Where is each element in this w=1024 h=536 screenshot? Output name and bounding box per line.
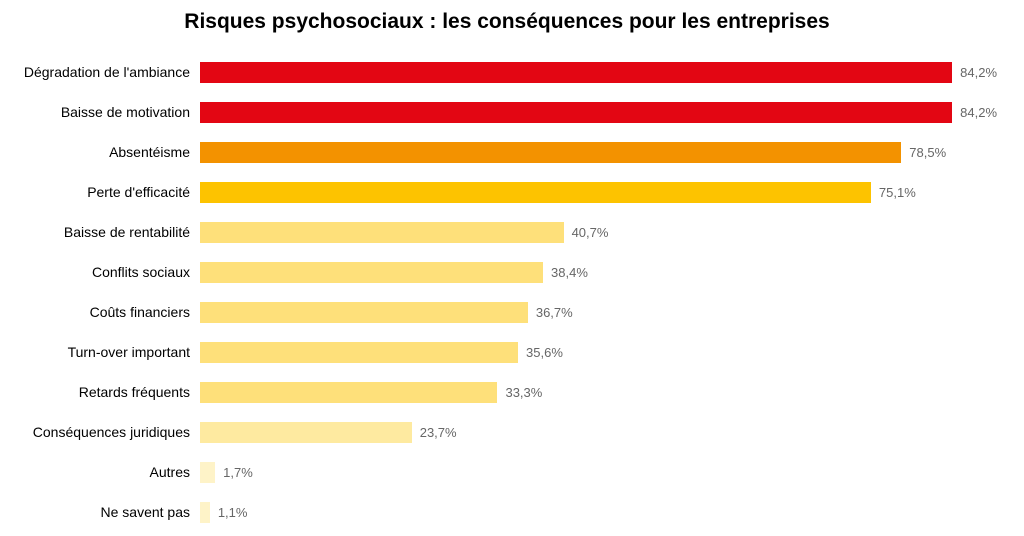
bar-label: Turn-over important bbox=[10, 344, 200, 360]
bar-value: 35,6% bbox=[526, 345, 563, 360]
bar-value: 84,2% bbox=[960, 65, 997, 80]
bar-row: Conflits sociaux 38,4% bbox=[10, 252, 1004, 292]
bar-track: 1,7% bbox=[200, 452, 1004, 492]
bar-row: Perte d'efficacité 75,1% bbox=[10, 172, 1004, 212]
bar-row: Baisse de motivation 84,2% bbox=[10, 92, 1004, 132]
bar-value: 1,7% bbox=[223, 465, 253, 480]
chart-body: Dégradation de l'ambiance84,2%Baisse de … bbox=[10, 52, 1004, 532]
bar-track: 38,4% bbox=[200, 252, 1004, 292]
bar-row: Baisse de rentabilité 40,7% bbox=[10, 212, 1004, 252]
bar-value: 78,5% bbox=[909, 145, 946, 160]
bar-track: 78,5% bbox=[200, 132, 1004, 172]
bar-value: 40,7% bbox=[572, 225, 609, 240]
bar-label: Absentéisme bbox=[10, 144, 200, 160]
bar-row: Absentéisme 78,5% bbox=[10, 132, 1004, 172]
bar-fill bbox=[200, 462, 215, 483]
bar-label: Perte d'efficacité bbox=[10, 184, 200, 200]
bar-label: Baisse de motivation bbox=[10, 104, 200, 120]
bar-label: Ne savent pas bbox=[10, 504, 200, 520]
bar-fill bbox=[200, 262, 543, 283]
bar-track: 40,7% bbox=[200, 212, 1004, 252]
bar-fill bbox=[200, 302, 528, 323]
bar-track: 1,1% bbox=[200, 492, 1004, 532]
bar-fill bbox=[200, 182, 871, 203]
bar-track: 84,2% bbox=[200, 52, 1004, 92]
chart-container: Risques psychosociaux : les conséquences… bbox=[0, 0, 1024, 536]
bar-value: 38,4% bbox=[551, 265, 588, 280]
bar-label: Conséquences juridiques bbox=[10, 424, 200, 440]
bar-label: Conflits sociaux bbox=[10, 264, 200, 280]
bar-fill bbox=[200, 422, 412, 443]
bar-fill bbox=[200, 342, 518, 363]
bar-value: 84,2% bbox=[960, 105, 997, 120]
bar-fill bbox=[200, 62, 952, 83]
bar-track: 84,2% bbox=[200, 92, 1004, 132]
bar-label: Retards fréquents bbox=[10, 384, 200, 400]
bar-label: Autres bbox=[10, 464, 200, 480]
bar-track: 35,6% bbox=[200, 332, 1004, 372]
bar-value: 75,1% bbox=[879, 185, 916, 200]
bar-track: 33,3% bbox=[200, 372, 1004, 412]
bar-label: Coûts financiers bbox=[10, 304, 200, 320]
bar-fill bbox=[200, 142, 901, 163]
bar-value: 1,1% bbox=[218, 505, 248, 520]
bar-row: Turn-over important 35,6% bbox=[10, 332, 1004, 372]
bar-fill bbox=[200, 382, 497, 403]
bar-fill bbox=[200, 102, 952, 123]
bar-value: 23,7% bbox=[420, 425, 457, 440]
bar-row: Coûts financiers 36,7% bbox=[10, 292, 1004, 332]
chart-title: Risques psychosociaux : les conséquences… bbox=[10, 10, 1004, 34]
bar-fill bbox=[200, 222, 564, 243]
bar-value: 33,3% bbox=[505, 385, 542, 400]
bar-track: 36,7% bbox=[200, 292, 1004, 332]
bar-label: Dégradation de l'ambiance bbox=[10, 64, 200, 80]
bar-row: Conséquences juridiques 23,7% bbox=[10, 412, 1004, 452]
bar-track: 75,1% bbox=[200, 172, 1004, 212]
bar-fill bbox=[200, 502, 210, 523]
bar-row: Retards fréquents 33,3% bbox=[10, 372, 1004, 412]
bar-track: 23,7% bbox=[200, 412, 1004, 452]
bar-value: 36,7% bbox=[536, 305, 573, 320]
bar-row: Dégradation de l'ambiance 84,2% bbox=[10, 52, 1004, 92]
bar-row: Autres 1,7% bbox=[10, 452, 1004, 492]
bar-label: Baisse de rentabilité bbox=[10, 224, 200, 240]
bar-row: Ne savent pas 1,1% bbox=[10, 492, 1004, 532]
